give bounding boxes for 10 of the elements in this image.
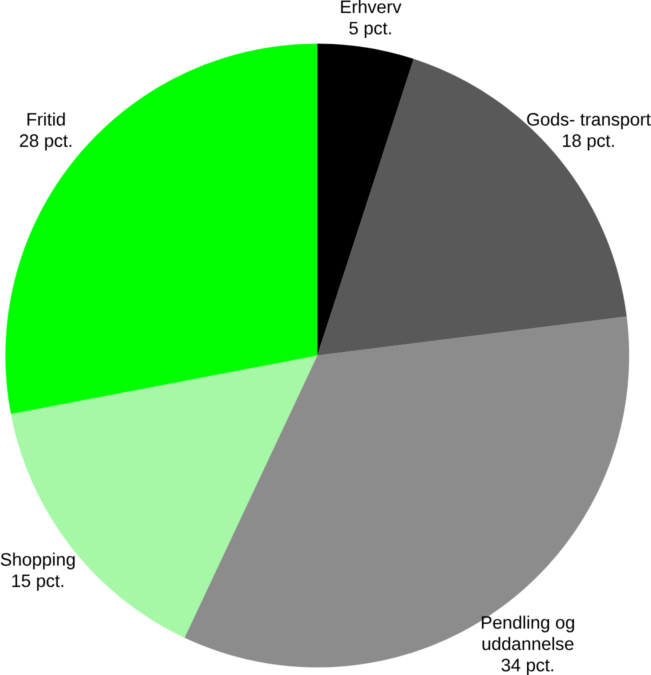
data-label: 18 pct.: [563, 134, 614, 151]
slice-label: Shopping: [0, 552, 75, 570]
slice-label: Fritid: [28, 112, 65, 126]
slice-label: Pendling og uddannelse: [482, 616, 574, 650]
data-label: 15 pct.: [12, 574, 64, 591]
data-label: 28 pct.: [20, 134, 72, 151]
slice-label: Gods- transport: [527, 112, 651, 130]
data-label: 5 pct.: [349, 22, 391, 38]
data-label: 34 pct.: [502, 658, 554, 675]
slice-label: Erhverv: [341, 0, 402, 14]
